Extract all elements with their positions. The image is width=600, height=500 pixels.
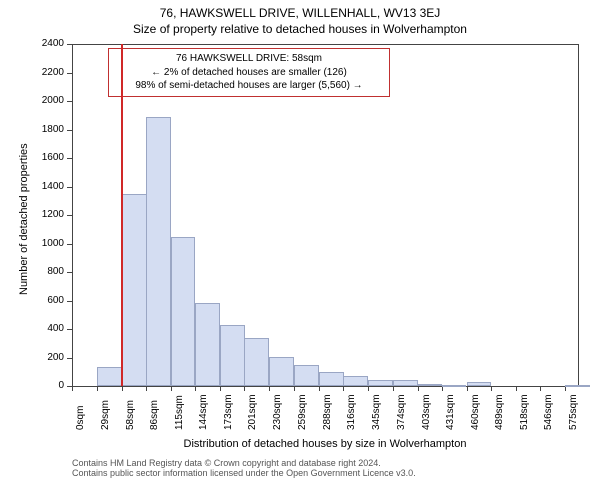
- y-tick: [67, 187, 72, 188]
- y-tick: [67, 329, 72, 330]
- chart-title-main: 76, HAWKSWELL DRIVE, WILLENHALL, WV13 3E…: [0, 0, 600, 20]
- x-tick-label: 403sqm: [421, 394, 432, 430]
- x-tick-label: 259sqm: [297, 394, 308, 430]
- y-tick: [67, 73, 72, 74]
- histogram-bar: [244, 338, 269, 386]
- annotation-line-3: 98% of semi-detached houses are larger (…: [117, 79, 381, 93]
- histogram-bar: [418, 384, 443, 386]
- y-tick: [67, 244, 72, 245]
- x-tick-label: 115sqm: [174, 395, 185, 430]
- x-tick-label: 230sqm: [272, 394, 283, 430]
- histogram-bar: [565, 385, 590, 387]
- histogram-bar: [319, 372, 344, 386]
- annotation-box: 76 HAWKSWELL DRIVE: 58sqm ← 2% of detach…: [108, 48, 390, 97]
- chart-footer: Contains HM Land Registry data © Crown c…: [72, 458, 416, 478]
- histogram-bar: [220, 325, 245, 386]
- x-tick-label: 288sqm: [322, 394, 333, 430]
- histogram-bar: [343, 376, 368, 386]
- chart-container: 76, HAWKSWELL DRIVE, WILLENHALL, WV13 3E…: [0, 0, 600, 500]
- x-tick: [540, 386, 541, 391]
- x-tick-label: 316sqm: [346, 394, 357, 430]
- x-tick: [72, 386, 73, 391]
- x-tick: [294, 386, 295, 391]
- chart-title-sub: Size of property relative to detached ho…: [0, 20, 600, 36]
- x-tick: [171, 386, 172, 391]
- y-tick: [67, 272, 72, 273]
- histogram-bar: [195, 303, 220, 386]
- y-tick-label: 600: [32, 295, 64, 306]
- annotation-line-2: ← 2% of detached houses are smaller (126…: [117, 66, 381, 80]
- y-tick-label: 1400: [32, 181, 64, 192]
- x-tick: [467, 386, 468, 391]
- y-tick-label: 1800: [32, 124, 64, 135]
- x-tick-label: 518sqm: [519, 394, 530, 430]
- histogram-bar: [294, 365, 319, 386]
- y-axis-line: [72, 44, 73, 386]
- x-tick: [244, 386, 245, 391]
- x-tick: [491, 386, 492, 391]
- x-tick-label: 201sqm: [247, 394, 258, 430]
- y-tick-label: 2000: [32, 95, 64, 106]
- x-tick: [146, 386, 147, 391]
- x-tick-label: 144sqm: [198, 394, 209, 430]
- histogram-bar: [122, 194, 147, 386]
- x-tick: [516, 386, 517, 391]
- x-tick-label: 345sqm: [371, 394, 382, 430]
- x-axis-line: [72, 386, 578, 387]
- x-tick: [97, 386, 98, 391]
- x-tick: [418, 386, 419, 391]
- x-tick-label: 546sqm: [543, 394, 554, 430]
- histogram-bar: [368, 380, 393, 386]
- histogram-bar: [171, 237, 196, 386]
- y-tick: [67, 130, 72, 131]
- y-tick: [67, 101, 72, 102]
- x-tick-label: 460sqm: [470, 394, 481, 430]
- footer-line-2: Contains public sector information licen…: [72, 468, 416, 478]
- x-tick: [269, 386, 270, 391]
- x-tick: [122, 386, 123, 391]
- x-tick-label: 173sqm: [223, 394, 234, 430]
- y-tick: [67, 44, 72, 45]
- x-tick: [368, 386, 369, 391]
- y-tick: [67, 215, 72, 216]
- x-tick-label: 489sqm: [494, 394, 505, 430]
- y-tick-label: 1000: [32, 238, 64, 249]
- x-tick: [343, 386, 344, 391]
- x-tick-label: 575sqm: [568, 394, 579, 430]
- histogram-bar: [442, 385, 467, 387]
- y-tick: [67, 158, 72, 159]
- y-tick-label: 0: [32, 380, 64, 391]
- y-tick: [67, 301, 72, 302]
- y-tick: [67, 358, 72, 359]
- x-tick-label: 29sqm: [100, 400, 111, 430]
- property-marker-line: [121, 44, 123, 386]
- x-tick-label: 374sqm: [396, 394, 407, 430]
- x-tick: [220, 386, 221, 391]
- x-tick-label: 431sqm: [445, 394, 456, 430]
- x-tick: [565, 386, 566, 391]
- x-tick: [393, 386, 394, 391]
- y-tick-label: 800: [32, 266, 64, 277]
- y-tick-label: 2400: [32, 38, 64, 49]
- y-tick-label: 1200: [32, 209, 64, 220]
- y-tick-label: 1600: [32, 152, 64, 163]
- histogram-bar: [467, 382, 492, 386]
- histogram-bar: [393, 380, 418, 386]
- x-tick: [442, 386, 443, 391]
- x-tick-label: 58sqm: [125, 400, 136, 430]
- histogram-bar: [97, 367, 122, 386]
- y-axis-label: Number of detached properties: [18, 143, 30, 295]
- histogram-bar: [269, 357, 294, 386]
- x-tick-label: 86sqm: [149, 400, 160, 430]
- x-tick: [319, 386, 320, 391]
- footer-line-1: Contains HM Land Registry data © Crown c…: [72, 458, 416, 468]
- y-tick-label: 400: [32, 323, 64, 334]
- x-tick: [195, 386, 196, 391]
- histogram-bar: [146, 117, 171, 386]
- x-tick-label: 0sqm: [75, 406, 86, 430]
- y-tick-label: 2200: [32, 67, 64, 78]
- x-axis-label: Distribution of detached houses by size …: [72, 438, 578, 450]
- y-tick-label: 200: [32, 352, 64, 363]
- annotation-line-1: 76 HAWKSWELL DRIVE: 58sqm: [117, 52, 381, 66]
